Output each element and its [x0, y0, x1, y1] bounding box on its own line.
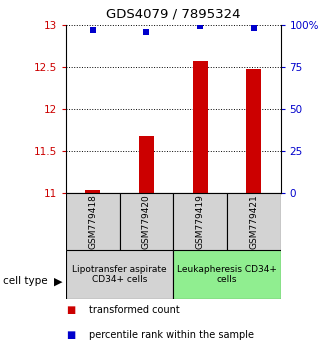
- Text: Lipotransfer aspirate
CD34+ cells: Lipotransfer aspirate CD34+ cells: [72, 265, 167, 284]
- Text: ▶: ▶: [54, 276, 63, 286]
- Bar: [173, 250, 280, 299]
- Bar: [193, 61, 208, 193]
- Point: [251, 25, 256, 31]
- Text: GSM779418: GSM779418: [88, 194, 97, 249]
- Bar: [66, 250, 173, 299]
- Text: ■: ■: [66, 330, 75, 339]
- Text: transformed count: transformed count: [89, 305, 180, 315]
- Bar: [66, 193, 120, 250]
- Point: [144, 29, 149, 34]
- Text: GSM779421: GSM779421: [249, 194, 258, 249]
- Text: ■: ■: [66, 305, 75, 315]
- Title: GDS4079 / 7895324: GDS4079 / 7895324: [106, 8, 241, 21]
- Bar: [119, 193, 173, 250]
- Point: [197, 24, 203, 29]
- Bar: [227, 193, 280, 250]
- Text: GSM779420: GSM779420: [142, 194, 151, 249]
- Bar: [139, 136, 154, 193]
- Text: Leukapheresis CD34+
cells: Leukapheresis CD34+ cells: [177, 265, 277, 284]
- Bar: [85, 190, 100, 193]
- Text: cell type: cell type: [3, 276, 48, 286]
- Point: [90, 27, 95, 33]
- Bar: [246, 69, 261, 193]
- Text: percentile rank within the sample: percentile rank within the sample: [89, 330, 254, 339]
- Bar: [173, 193, 227, 250]
- Text: GSM779419: GSM779419: [196, 194, 205, 249]
